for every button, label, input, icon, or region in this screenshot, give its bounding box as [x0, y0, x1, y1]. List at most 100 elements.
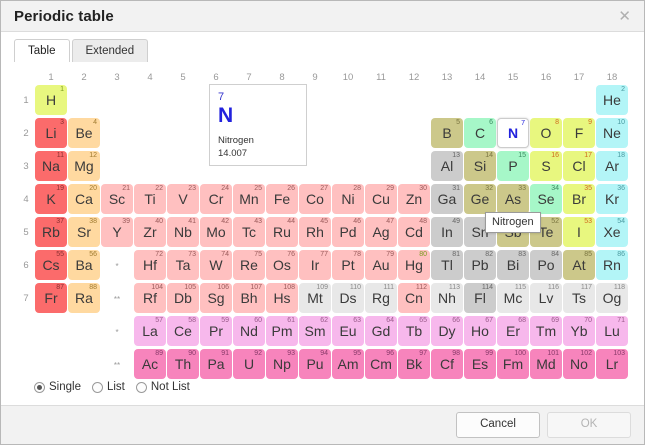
element-cell-Nb[interactable]: Nb 41	[167, 217, 199, 247]
element-cell-Bi[interactable]: Bi 83	[497, 250, 529, 280]
element-cell-Pb[interactable]: Pb 82	[464, 250, 496, 280]
tab-table[interactable]: Table	[14, 38, 70, 62]
element-cell-Ds[interactable]: Ds 110	[332, 283, 364, 313]
radio-not-list[interactable]: Not List	[135, 381, 190, 393]
element-cell-Ga[interactable]: Ga 31	[431, 184, 463, 214]
element-cell-La[interactable]: La 57	[134, 316, 166, 346]
element-cell-Li[interactable]: Li 3	[35, 118, 67, 148]
element-cell-Th[interactable]: Th 90	[167, 349, 199, 379]
element-cell-Ac[interactable]: Ac 89	[134, 349, 166, 379]
element-cell-Ge[interactable]: Ge 32	[464, 184, 496, 214]
element-cell-No[interactable]: No 102	[563, 349, 595, 379]
element-cell-Dy[interactable]: Dy 66	[431, 316, 463, 346]
element-cell-Cl[interactable]: Cl 17	[563, 151, 595, 181]
element-cell-Md[interactable]: Md 101	[530, 349, 562, 379]
element-cell-Fr[interactable]: Fr 87	[35, 283, 67, 313]
element-cell-Gd[interactable]: Gd 64	[365, 316, 397, 346]
element-cell-Lv[interactable]: Lv 116	[530, 283, 562, 313]
element-cell-Ho[interactable]: Ho 67	[464, 316, 496, 346]
element-cell-Ba[interactable]: Ba 56	[68, 250, 100, 280]
element-cell-Xe[interactable]: Xe 54	[596, 217, 628, 247]
element-cell-Eu[interactable]: Eu 63	[332, 316, 364, 346]
element-cell-Cm[interactable]: Cm 96	[365, 349, 397, 379]
element-cell-Yb[interactable]: Yb 70	[563, 316, 595, 346]
element-cell-Mt[interactable]: Mt 109	[299, 283, 331, 313]
element-cell-Zr[interactable]: Zr 40	[134, 217, 166, 247]
radio-single[interactable]: Single	[34, 381, 81, 393]
tab-extended[interactable]: Extended	[71, 38, 149, 62]
element-cell-Ar[interactable]: Ar 18	[596, 151, 628, 181]
element-cell-Pu[interactable]: Pu 94	[299, 349, 331, 379]
element-cell-Np[interactable]: Np 93	[266, 349, 298, 379]
element-cell-Mn[interactable]: Mn 25	[233, 184, 265, 214]
element-cell-Y[interactable]: Y 39	[101, 217, 133, 247]
element-cell-K[interactable]: K 19	[35, 184, 67, 214]
element-cell-Si[interactable]: Si 14	[464, 151, 496, 181]
radio-dot[interactable]	[135, 381, 147, 393]
element-cell-Fe[interactable]: Fe 26	[266, 184, 298, 214]
element-cell-Lr[interactable]: Lr 103	[596, 349, 628, 379]
element-cell-Br[interactable]: Br 35	[563, 184, 595, 214]
close-icon[interactable]: ✕	[618, 7, 631, 25]
element-cell-Sm[interactable]: Sm 62	[299, 316, 331, 346]
element-cell-Sg[interactable]: Sg 106	[200, 283, 232, 313]
element-cell-In[interactable]: In 49	[431, 217, 463, 247]
element-cell-Cs[interactable]: Cs 55	[35, 250, 67, 280]
element-cell-U[interactable]: U 92	[233, 349, 265, 379]
element-cell-Kr[interactable]: Kr 36	[596, 184, 628, 214]
element-cell-P[interactable]: P 15	[497, 151, 529, 181]
element-cell-Tm[interactable]: Tm 69	[530, 316, 562, 346]
element-cell-Ru[interactable]: Ru 44	[266, 217, 298, 247]
element-cell-Nd[interactable]: Nd 60	[233, 316, 265, 346]
element-cell-Rb[interactable]: Rb 37	[35, 217, 67, 247]
element-cell-Ta[interactable]: Ta 73	[167, 250, 199, 280]
element-cell-Al[interactable]: Al 13	[431, 151, 463, 181]
cancel-button[interactable]: Cancel	[456, 412, 540, 438]
element-cell-Ne[interactable]: Ne 10	[596, 118, 628, 148]
element-cell-Ca[interactable]: Ca 20	[68, 184, 100, 214]
element-cell-Og[interactable]: Og 118	[596, 283, 628, 313]
element-cell-Pt[interactable]: Pt 78	[332, 250, 364, 280]
element-cell-Mc[interactable]: Mc 115	[497, 283, 529, 313]
element-cell-Pr[interactable]: Pr 59	[200, 316, 232, 346]
element-cell-Hg[interactable]: Hg 80	[398, 250, 430, 280]
element-cell-Fl[interactable]: Fl 114	[464, 283, 496, 313]
element-cell-Sc[interactable]: Sc 21	[101, 184, 133, 214]
element-cell-Au[interactable]: Au 79	[365, 250, 397, 280]
element-cell-Zn[interactable]: Zn 30	[398, 184, 430, 214]
element-cell-Se[interactable]: Se 34	[530, 184, 562, 214]
element-cell-Hf[interactable]: Hf 72	[134, 250, 166, 280]
element-cell-Pm[interactable]: Pm 61	[266, 316, 298, 346]
element-cell-Tc[interactable]: Tc 43	[233, 217, 265, 247]
element-cell-Re[interactable]: Re 75	[233, 250, 265, 280]
element-cell-Os[interactable]: Os 76	[266, 250, 298, 280]
element-cell-Cn[interactable]: Cn 112	[398, 283, 430, 313]
element-cell-Pd[interactable]: Pd 46	[332, 217, 364, 247]
element-cell-Am[interactable]: Am 95	[332, 349, 364, 379]
element-cell-Pa[interactable]: Pa 91	[200, 349, 232, 379]
element-cell-Na[interactable]: Na 11	[35, 151, 67, 181]
element-cell-Cu[interactable]: Cu 29	[365, 184, 397, 214]
element-cell-Nh[interactable]: Nh 113	[431, 283, 463, 313]
element-cell-Po[interactable]: Po 84	[530, 250, 562, 280]
element-cell-V[interactable]: V 23	[167, 184, 199, 214]
element-cell-Co[interactable]: Co 27	[299, 184, 331, 214]
element-cell-S[interactable]: S 16	[530, 151, 562, 181]
element-cell-Rh[interactable]: Rh 45	[299, 217, 331, 247]
element-cell-Cd[interactable]: Cd 48	[398, 217, 430, 247]
element-cell-Bh[interactable]: Bh 107	[233, 283, 265, 313]
element-cell-Er[interactable]: Er 68	[497, 316, 529, 346]
element-cell-He[interactable]: He 2	[596, 85, 628, 115]
element-cell-Be[interactable]: Be 4	[68, 118, 100, 148]
element-cell-Ce[interactable]: Ce 58	[167, 316, 199, 346]
element-cell-Rg[interactable]: Rg 111	[365, 283, 397, 313]
element-cell-Mo[interactable]: Mo 42	[200, 217, 232, 247]
element-cell-Sr[interactable]: Sr 38	[68, 217, 100, 247]
element-cell-At[interactable]: At 85	[563, 250, 595, 280]
element-cell-Cf[interactable]: Cf 98	[431, 349, 463, 379]
